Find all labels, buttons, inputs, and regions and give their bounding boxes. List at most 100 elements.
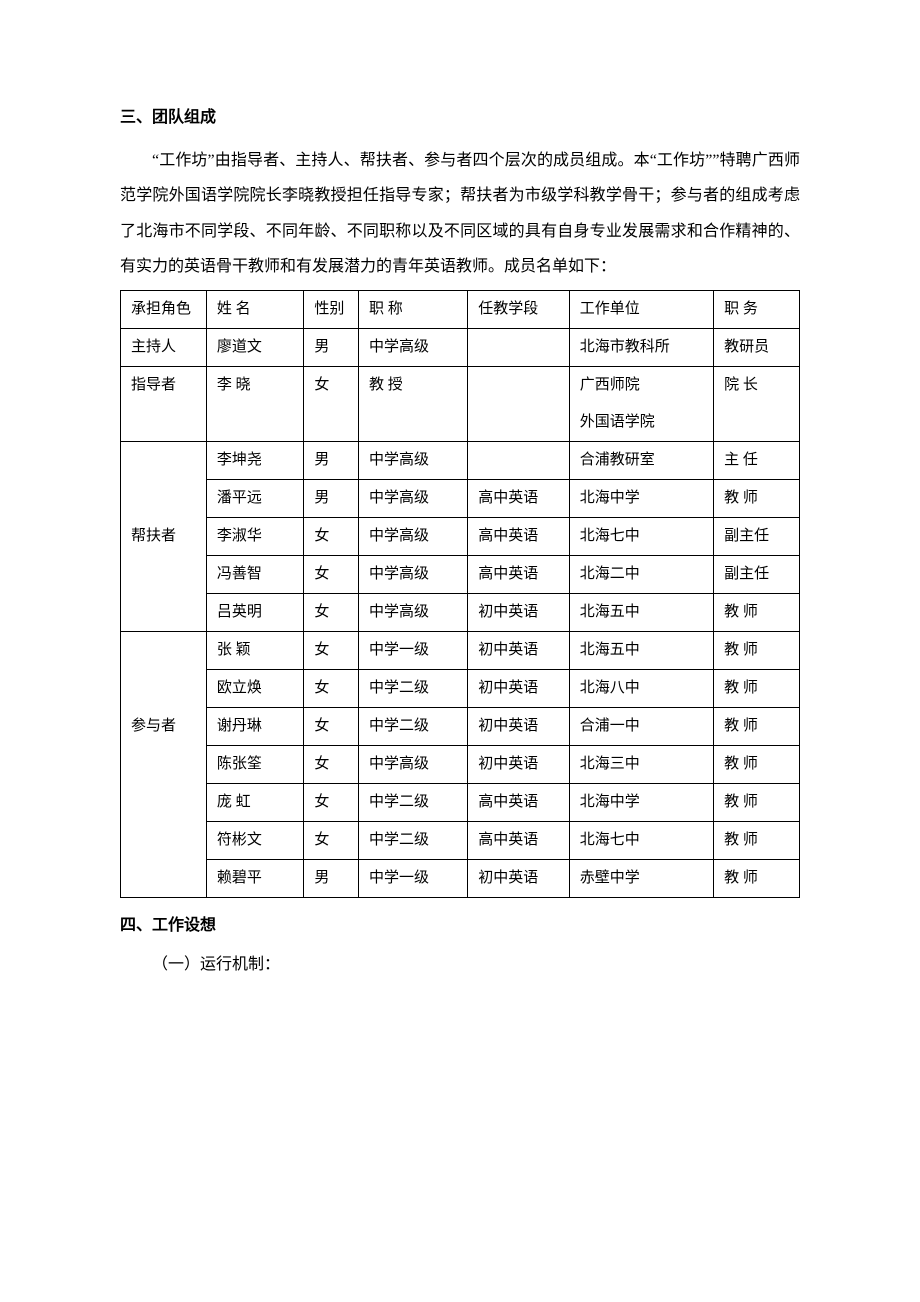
- table-row: 符彬文 女 中学二级 高中英语 北海七中 教 师: [121, 821, 800, 859]
- cell-name: 李淑华: [206, 517, 304, 555]
- table-row: 冯善智 女 中学高级 高中英语 北海二中 副主任: [121, 555, 800, 593]
- header-stage: 任教学段: [468, 290, 569, 328]
- section-3-paragraph: “工作坊”由指导者、主持人、帮扶者、参与者四个层次的成员组成。本“工作坊””特聘…: [120, 143, 800, 284]
- cell-role: 主持人: [121, 328, 207, 366]
- cell-duty: [714, 404, 800, 442]
- cell-name: 廖道文: [206, 328, 304, 366]
- cell-name: 庞 虹: [206, 783, 304, 821]
- cell-gender: 女: [304, 366, 359, 404]
- cell-unit: 北海七中: [569, 517, 713, 555]
- cell-gender: 男: [304, 328, 359, 366]
- cell-stage: 高中英语: [468, 479, 569, 517]
- table-row: 主持人 廖道文 男 中学高级 北海市教科所 教研员: [121, 328, 800, 366]
- section-4-heading: 四、工作设想: [120, 908, 800, 943]
- section-4-sub-1: （一）运行机制：: [120, 947, 800, 982]
- cell-role: [121, 783, 207, 821]
- table-row: 欧立焕 女 中学二级 初中英语 北海八中 教 师: [121, 669, 800, 707]
- cell-duty: 教 师: [714, 821, 800, 859]
- cell-duty: 教 师: [714, 631, 800, 669]
- cell-stage: 初中英语: [468, 631, 569, 669]
- cell-stage: 高中英语: [468, 783, 569, 821]
- cell-duty: 教研员: [714, 328, 800, 366]
- cell-gender: [304, 404, 359, 442]
- header-name: 姓 名: [206, 290, 304, 328]
- cell-gender: 女: [304, 593, 359, 631]
- cell-name: 李坤尧: [206, 441, 304, 479]
- cell-title: 中学高级: [359, 745, 468, 783]
- cell-stage: 初中英语: [468, 669, 569, 707]
- cell-stage: [468, 366, 569, 404]
- cell-gender: 女: [304, 707, 359, 745]
- cell-name: 李 晓: [206, 366, 304, 404]
- cell-gender: 女: [304, 745, 359, 783]
- cell-role: [121, 631, 207, 669]
- cell-gender: 女: [304, 517, 359, 555]
- cell-role: [121, 859, 207, 897]
- cell-name: 冯善智: [206, 555, 304, 593]
- cell-stage: 高中英语: [468, 821, 569, 859]
- table-header-row: 承担角色 姓 名 性别 职 称 任教学段 工作单位 职 务: [121, 290, 800, 328]
- cell-duty: 教 师: [714, 859, 800, 897]
- cell-unit: 北海五中: [569, 593, 713, 631]
- cell-unit: 北海市教科所: [569, 328, 713, 366]
- cell-name: 陈张筌: [206, 745, 304, 783]
- table-row: 庞 虹 女 中学二级 高中英语 北海中学 教 师: [121, 783, 800, 821]
- cell-role: 指导者: [121, 366, 207, 404]
- table-row: 陈张筌 女 中学高级 初中英语 北海三中 教 师: [121, 745, 800, 783]
- cell-role: 帮扶者: [121, 517, 207, 555]
- cell-title: 中学高级: [359, 441, 468, 479]
- cell-gender: 女: [304, 821, 359, 859]
- cell-unit: 北海二中: [569, 555, 713, 593]
- cell-duty: 教 师: [714, 707, 800, 745]
- cell-stage: 初中英语: [468, 745, 569, 783]
- cell-title: 中学高级: [359, 593, 468, 631]
- table-row: 指导者 李 晓 女 教 授 广西师院 院 长: [121, 366, 800, 404]
- cell-name: 符彬文: [206, 821, 304, 859]
- cell-stage: 初中英语: [468, 707, 569, 745]
- cell-duty: 副主任: [714, 555, 800, 593]
- cell-gender: 男: [304, 859, 359, 897]
- header-role: 承担角色: [121, 290, 207, 328]
- cell-name: 赖碧平: [206, 859, 304, 897]
- cell-stage: 高中英语: [468, 517, 569, 555]
- table-row: 李坤尧 男 中学高级 合浦教研室 主 任: [121, 441, 800, 479]
- cell-stage: [468, 441, 569, 479]
- cell-name: 潘平远: [206, 479, 304, 517]
- cell-role: [121, 404, 207, 442]
- cell-duty: 教 师: [714, 669, 800, 707]
- table-row: 张 颖 女 中学一级 初中英语 北海五中 教 师: [121, 631, 800, 669]
- cell-name: 张 颖: [206, 631, 304, 669]
- cell-title: 教 授: [359, 366, 468, 404]
- cell-unit: 广西师院: [569, 366, 713, 404]
- cell-title: 中学高级: [359, 555, 468, 593]
- cell-title: 中学高级: [359, 479, 468, 517]
- members-table: 承担角色 姓 名 性别 职 称 任教学段 工作单位 职 务 主持人 廖道文 男 …: [120, 290, 800, 898]
- cell-title: 中学二级: [359, 669, 468, 707]
- cell-gender: 女: [304, 631, 359, 669]
- header-title: 职 称: [359, 290, 468, 328]
- cell-title: 中学高级: [359, 517, 468, 555]
- cell-unit: 北海七中: [569, 821, 713, 859]
- cell-role: [121, 745, 207, 783]
- cell-duty: 副主任: [714, 517, 800, 555]
- table-row: 潘平远 男 中学高级 高中英语 北海中学 教 师: [121, 479, 800, 517]
- cell-gender: 男: [304, 479, 359, 517]
- table-row: 外国语学院: [121, 404, 800, 442]
- cell-unit: 北海三中: [569, 745, 713, 783]
- cell-role: [121, 441, 207, 479]
- table-row: 帮扶者 李淑华 女 中学高级 高中英语 北海七中 副主任: [121, 517, 800, 555]
- cell-unit: 赤壁中学: [569, 859, 713, 897]
- cell-name: 吕英明: [206, 593, 304, 631]
- cell-title: [359, 404, 468, 442]
- cell-role: [121, 555, 207, 593]
- cell-stage: [468, 404, 569, 442]
- cell-name: 谢丹琳: [206, 707, 304, 745]
- cell-title: 中学高级: [359, 328, 468, 366]
- cell-gender: 女: [304, 669, 359, 707]
- header-duty: 职 务: [714, 290, 800, 328]
- cell-duty: 主 任: [714, 441, 800, 479]
- cell-role: [121, 593, 207, 631]
- cell-role: 参与者: [121, 707, 207, 745]
- cell-title: 中学二级: [359, 783, 468, 821]
- cell-title: 中学一级: [359, 631, 468, 669]
